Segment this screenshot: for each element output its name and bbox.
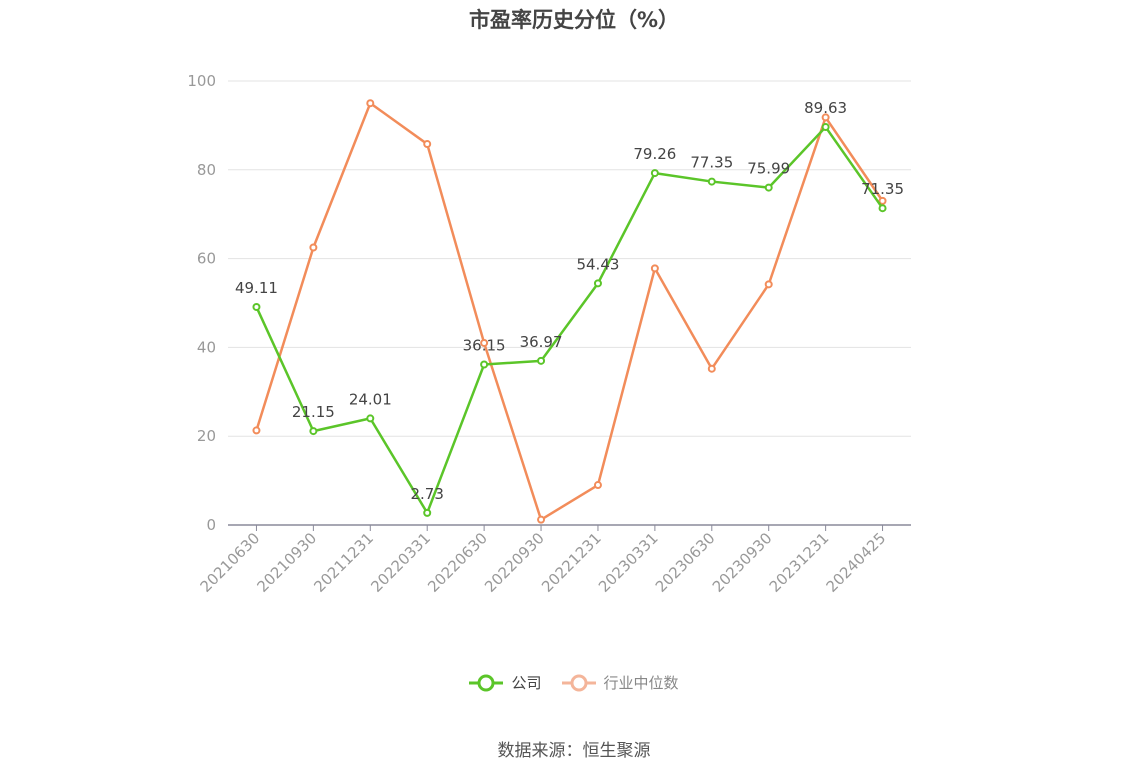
data-point [423, 140, 432, 149]
x-tick-label: 20210930 [253, 529, 320, 596]
data-point [480, 360, 489, 369]
data-label: 89.63 [804, 99, 847, 117]
data-point [537, 356, 546, 365]
data-label: 36.15 [463, 336, 506, 354]
y-tick-label: 40 [197, 338, 216, 356]
x-tick-label: 20230630 [652, 529, 719, 596]
data-point [878, 204, 887, 213]
y-tick-label: 60 [197, 250, 216, 268]
data-point [764, 183, 773, 192]
data-label: 75.99 [747, 160, 790, 178]
x-tick-label: 20230930 [709, 529, 776, 596]
data-point [252, 426, 261, 435]
data-point [650, 264, 659, 273]
data-point [593, 481, 602, 490]
data-label: 71.35 [861, 180, 904, 198]
data-point [537, 515, 546, 524]
legend-company-label: 公司 [511, 674, 542, 692]
chart-title: 市盈率历史分位（%） [468, 8, 680, 32]
data-label: 2.73 [411, 485, 444, 503]
series-line-1 [255, 101, 884, 521]
data-label: 24.01 [349, 390, 392, 408]
data-point [309, 427, 318, 436]
y-tick-label: 20 [197, 427, 216, 445]
line-chart: 0204060801002021063020210930202112312022… [187, 72, 911, 596]
series-lines [252, 99, 887, 524]
data-labels: 49.11 21.15 24.01 2.73 36.15 36.97 54.43 79.26 7… [235, 99, 904, 503]
data-point [423, 508, 432, 517]
x-tick-label: 20210630 [197, 529, 264, 596]
data-point [821, 113, 830, 122]
data-point [707, 177, 716, 186]
data-point [878, 196, 887, 205]
data-point [650, 169, 659, 178]
data-point [366, 414, 375, 423]
data-label: 36.97 [520, 333, 563, 351]
data-point [309, 243, 318, 252]
grid-lines [228, 80, 911, 437]
data-label: 77.35 [690, 154, 733, 172]
data-point [252, 302, 261, 311]
x-tick-label: 20211231 [310, 529, 377, 596]
data-point [821, 123, 830, 132]
series-line-0 [255, 125, 884, 515]
y-tick-label: 0 [206, 516, 216, 534]
x-tick-label: 20220930 [481, 529, 548, 596]
data-point [480, 338, 489, 347]
data-point [593, 279, 602, 288]
legend-industry-label: 行业中位数 [603, 674, 679, 692]
x-tick-label: 20240425 [823, 529, 890, 596]
legend-item-company[interactable]: 公司 [469, 672, 542, 693]
x-tick-label: 20221231 [538, 529, 605, 596]
data-label: 21.15 [292, 403, 335, 421]
x-tick-label: 20220630 [424, 529, 491, 596]
x-tick-label: 20220331 [367, 529, 434, 596]
legend-industry-swatch-icon [561, 674, 596, 691]
data-label: 49.11 [235, 279, 278, 297]
data-label: 54.43 [576, 255, 619, 273]
x-tick-label: 20231231 [766, 529, 833, 596]
data-point [707, 364, 716, 373]
y-tick-label: 80 [197, 161, 216, 179]
legend-item-industry-median[interactable]: 行业中位数 [561, 672, 679, 693]
data-point [764, 280, 773, 289]
x-tick-label: 20230331 [595, 529, 662, 596]
data-point [366, 99, 375, 108]
data-label: 79.26 [633, 145, 676, 163]
legend-company-swatch-icon [469, 674, 504, 691]
y-tick-label: 100 [187, 72, 216, 90]
legend: 公司 行业中位数 [0, 672, 1148, 693]
data-source: 数据来源：恒生聚源 [497, 741, 651, 761]
